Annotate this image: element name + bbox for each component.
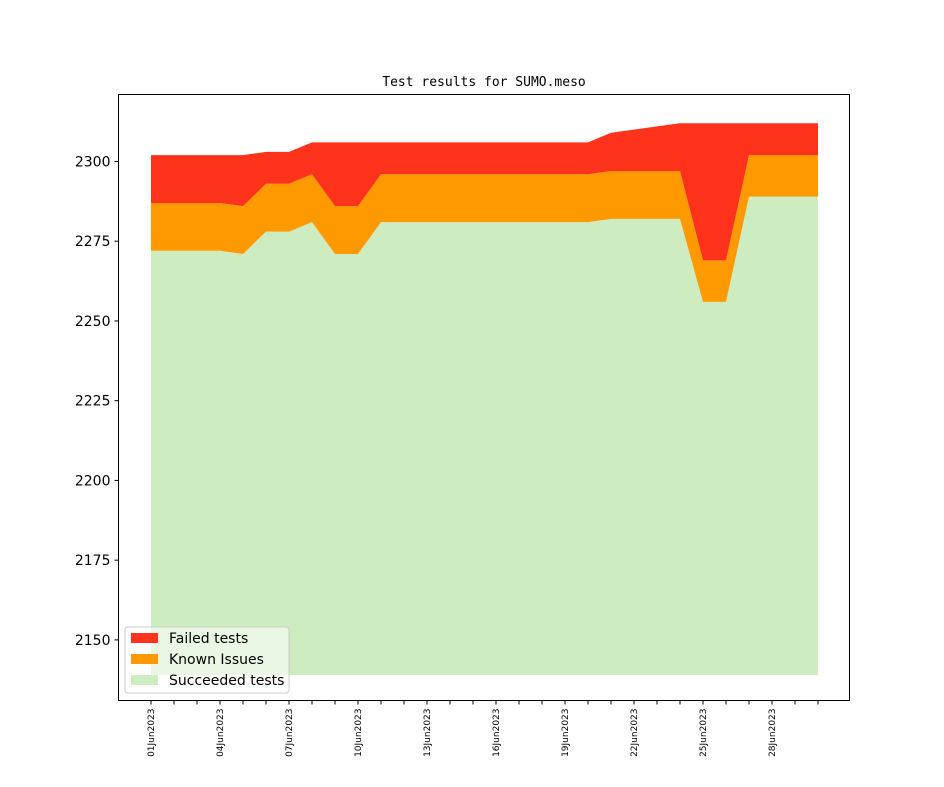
x-tick-label: 28Jun2023 xyxy=(768,709,778,757)
y-tick-label: 2275 xyxy=(75,234,111,250)
y-tick-label: 2300 xyxy=(75,154,111,170)
x-tick-label: 13Jun2023 xyxy=(423,709,433,757)
legend: Failed tests Known Issues Succeeded test… xyxy=(124,626,290,694)
y-tick-label: 2250 xyxy=(75,314,111,330)
x-tick-label: 10Jun2023 xyxy=(354,709,364,757)
x-tick-label: 04Jun2023 xyxy=(216,709,226,757)
y-tick-label: 2150 xyxy=(75,633,111,649)
x-tick-label: 01Jun2023 xyxy=(147,709,157,757)
legend-swatch-known xyxy=(131,654,158,664)
x-tick-label: 07Jun2023 xyxy=(285,709,295,757)
y-tick-label: 2200 xyxy=(75,473,111,489)
chart-title: Test results for SUMO.meso xyxy=(382,75,586,90)
area-succeeded-tests xyxy=(151,196,818,675)
x-tick-label: 22Jun2023 xyxy=(630,709,640,757)
y-tick-label: 2175 xyxy=(75,553,111,569)
x-tick-label: 19Jun2023 xyxy=(561,709,571,757)
area-failed-tests xyxy=(151,123,818,261)
area-known-issues xyxy=(151,155,818,302)
plot-areas xyxy=(151,123,818,675)
legend-swatch-failed xyxy=(131,633,158,643)
legend-swatch-succeeded xyxy=(131,675,158,685)
legend-label-failed: Failed tests xyxy=(169,631,248,647)
x-tick-label: 25Jun2023 xyxy=(699,709,709,757)
legend-label-succeeded: Succeeded tests xyxy=(169,673,284,689)
legend-label-known: Known Issues xyxy=(169,652,264,668)
x-axis: 01Jun2023 04Jun2023 07Jun2023 10Jun2023 13Ju… xyxy=(147,700,819,757)
legend-box xyxy=(124,626,290,694)
y-tick-label: 2225 xyxy=(75,394,111,410)
plot-frame xyxy=(118,94,850,701)
x-tick-label: 16Jun2023 xyxy=(492,709,502,757)
y-axis: 2150 2175 2200 2225 2250 2275 2300 xyxy=(75,154,119,649)
